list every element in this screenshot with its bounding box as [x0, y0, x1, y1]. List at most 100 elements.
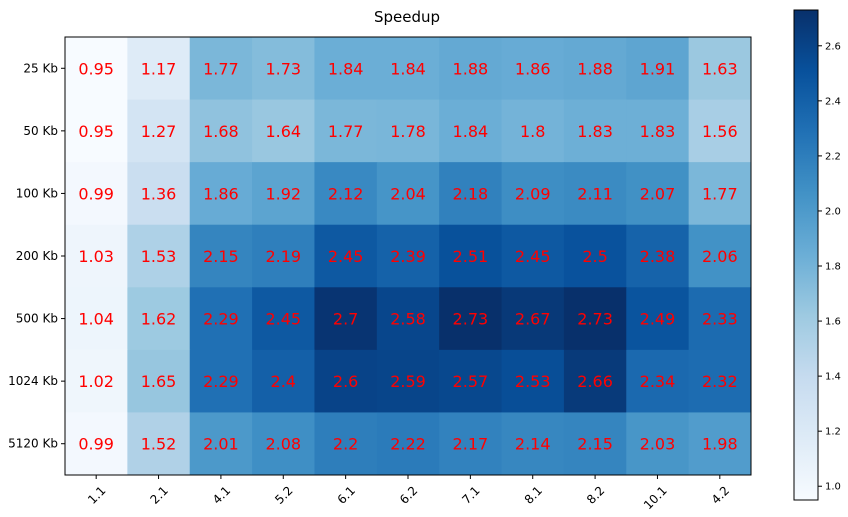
heatmap-cell [439, 224, 503, 288]
cell-value-label: 1.8 [520, 122, 545, 141]
cell-value-label: 2.08 [265, 435, 301, 454]
heatmap-cell [688, 287, 752, 351]
cell-value-label: 1.52 [141, 435, 177, 454]
y-tick-label: 5120 Kb [8, 437, 58, 451]
cell-value-label: 2.06 [702, 247, 738, 266]
cell-value-label: 2.45 [328, 247, 364, 266]
cell-value-label: 1.03 [78, 247, 114, 266]
heatmap-cell [252, 37, 315, 101]
colorbar-ticks: 1.0 1.2 1.4 1.6 1.8 2.0 2.2 2.4 2.6 [818, 41, 841, 493]
cell-value-label: 2.04 [390, 184, 426, 203]
cell-value-label: 0.99 [78, 435, 114, 454]
x-tick-label: 6.1 [335, 483, 358, 506]
colorbar-tick-label: 2.6 [825, 41, 841, 52]
cell-value-label: 2.34 [640, 372, 676, 391]
cell-value-label: 1.98 [702, 435, 738, 454]
cell-value-label: 2.11 [577, 184, 613, 203]
heatmap-cell [439, 349, 503, 413]
heatmap-cell [314, 37, 378, 101]
cell-value-label: 2.73 [453, 310, 489, 329]
x-tick-label: 10.1 [641, 483, 670, 512]
heatmap-cells [65, 37, 752, 476]
heatmap-cell [189, 349, 253, 413]
heatmap-cell [314, 224, 378, 288]
heatmap-cell [189, 37, 253, 101]
heatmap-cell [252, 287, 315, 351]
heatmap-cell [626, 37, 690, 101]
heatmap-cell [376, 37, 440, 101]
cell-value-label: 2.7 [333, 310, 358, 329]
heatmap-cell [314, 412, 378, 476]
heatmap-cell [376, 162, 440, 226]
cell-value-label: 0.95 [78, 122, 114, 141]
x-axis-ticks: 1.1 2.1 4.1 5.2 6.1 6.2 7.1 8.1 8.2 10.1 4.2 [85, 475, 732, 512]
colorbar-tick-label: 1.6 [825, 317, 841, 328]
cell-value-label: 2.22 [390, 435, 426, 454]
x-tick-label: 7.1 [459, 483, 482, 506]
heatmap-cell [688, 224, 752, 288]
colorbar-tick-label: 1.4 [825, 372, 841, 383]
heatmap-cell [501, 412, 565, 476]
heatmap-cell [65, 349, 128, 413]
heatmap-cell [252, 99, 315, 163]
cell-value-label: 2.4 [271, 372, 296, 391]
cell-value-label: 2.6 [333, 372, 358, 391]
cell-value-label: 2.39 [390, 247, 426, 266]
heatmap-cell [626, 412, 690, 476]
cell-value-label: 1.73 [265, 59, 301, 78]
heatmap-cell [563, 37, 627, 101]
cell-value-label: 1.84 [328, 59, 364, 78]
cell-value-label: 1.56 [702, 122, 738, 141]
heatmap-cell [563, 99, 627, 163]
cell-value-label: 1.68 [203, 122, 239, 141]
heatmap-cell [189, 224, 253, 288]
heatmap-cell [127, 162, 191, 226]
heatmap-cell [189, 162, 253, 226]
heatmap-cell [563, 412, 627, 476]
cell-value-label: 2.29 [203, 310, 239, 329]
colorbar-tick-label: 2.0 [825, 206, 841, 217]
colorbar-tick-label: 2.4 [825, 96, 841, 107]
cell-value-label: 2.2 [333, 435, 358, 454]
cell-value-label: 2.49 [640, 310, 676, 329]
cell-value-label: 1.02 [78, 372, 114, 391]
cell-value-label: 2.51 [453, 247, 489, 266]
heatmap-cell [688, 37, 752, 101]
cell-value-label: 1.78 [390, 122, 426, 141]
colorbar-tick-label: 2.2 [825, 151, 841, 162]
cell-value-label: 2.45 [265, 310, 301, 329]
heatmap-cell [189, 287, 253, 351]
heatmap-cell [501, 287, 565, 351]
heatmap-cell [626, 162, 690, 226]
cell-value-label: 2.58 [390, 310, 426, 329]
y-tick-label: 25 Kb [23, 61, 58, 75]
cell-value-label: 2.19 [265, 247, 301, 266]
colorbar-tick-label: 1.0 [825, 482, 841, 493]
x-tick-label: 2.1 [147, 483, 170, 506]
cell-value-label: 0.95 [78, 59, 114, 78]
heatmap-cell [501, 162, 565, 226]
colorbar-tick-label: 1.8 [825, 262, 841, 273]
heatmap-cell [127, 349, 191, 413]
cell-value-label: 1.86 [203, 184, 239, 203]
cell-value-label: 1.83 [577, 122, 613, 141]
cell-value-label: 1.88 [577, 59, 613, 78]
cell-value-label: 1.17 [141, 59, 177, 78]
heatmap-cell [65, 287, 128, 351]
cell-value-label: 1.36 [141, 184, 177, 203]
heatmap-cell [376, 349, 440, 413]
heatmap-cell [688, 99, 752, 163]
x-tick-label: 8.2 [584, 483, 607, 506]
cell-value-label: 1.77 [702, 184, 738, 203]
cell-value-label: 2.17 [453, 435, 489, 454]
heatmap-cell [376, 412, 440, 476]
x-tick-label: 6.2 [397, 483, 420, 506]
heatmap-cell [439, 287, 503, 351]
heatmap-cell [376, 287, 440, 351]
cell-value-label: 2.01 [203, 435, 239, 454]
x-tick-label: 8.1 [522, 483, 545, 506]
heatmap-cell [65, 99, 128, 163]
cell-value-label: 2.07 [640, 184, 676, 203]
cell-value-label: 2.29 [203, 372, 239, 391]
heatmap-cell [127, 99, 191, 163]
